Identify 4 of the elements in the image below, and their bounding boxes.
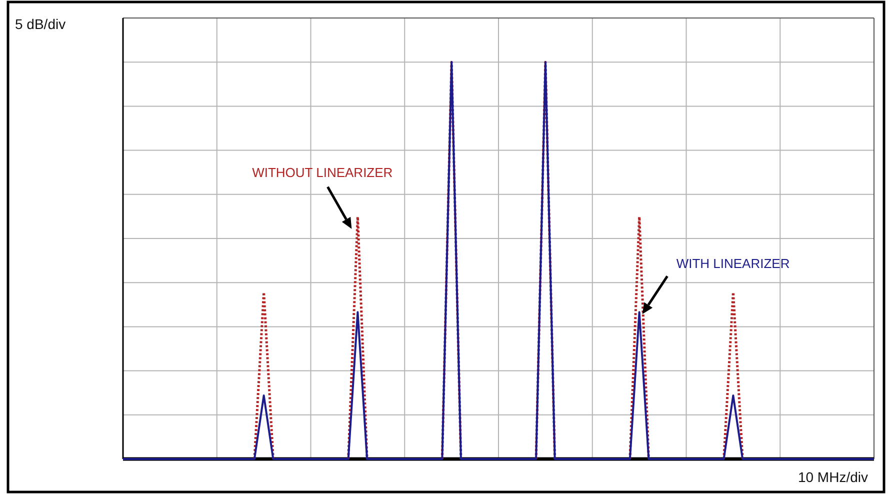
text: 10 MHz/div <box>798 469 868 485</box>
text: WITH LINEARIZER <box>676 256 790 272</box>
text: 5 dB/div <box>15 16 66 32</box>
text: WITHOUT LINEARIZER <box>252 164 393 180</box>
